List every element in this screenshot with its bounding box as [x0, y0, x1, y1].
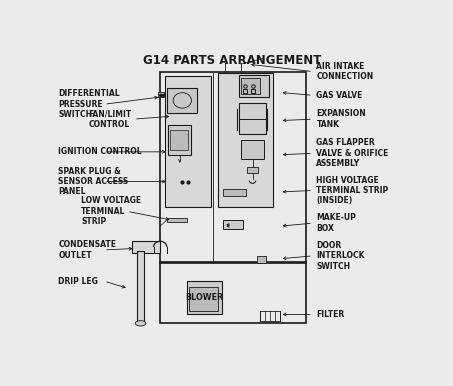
Bar: [257, 256, 265, 263]
Bar: [137, 251, 145, 323]
Bar: [167, 218, 187, 222]
Bar: [218, 73, 273, 207]
Text: HIGH VOLTAGE
TERMINAL STRIP
(INSIDE): HIGH VOLTAGE TERMINAL STRIP (INSIDE): [316, 176, 389, 205]
Text: GAS VALVE: GAS VALVE: [316, 91, 363, 100]
Bar: [239, 103, 265, 134]
Bar: [167, 88, 197, 113]
Text: FILTER: FILTER: [316, 310, 345, 319]
Text: SPARK PLUG &
SENSOR ACCESS
PANEL: SPARK PLUG & SENSOR ACCESS PANEL: [58, 167, 129, 196]
Bar: [187, 281, 222, 314]
Text: DIFFERENTIAL
PRESSURE
SWITCH: DIFFERENTIAL PRESSURE SWITCH: [58, 90, 120, 119]
Text: DOOR
INTERLOCK
SWITCH: DOOR INTERLOCK SWITCH: [316, 241, 365, 271]
Text: BLOWER: BLOWER: [185, 293, 223, 302]
Text: AIR INTAKE
CONNECTION: AIR INTAKE CONNECTION: [316, 62, 374, 81]
Text: IGNITION CONTROL: IGNITION CONTROL: [58, 147, 142, 156]
Bar: [241, 140, 264, 159]
Bar: [158, 92, 164, 97]
Bar: [223, 220, 243, 229]
Bar: [168, 125, 191, 155]
Text: G14 PARTS ARRANGEMENT: G14 PARTS ARRANGEMENT: [143, 54, 321, 67]
Bar: [189, 287, 218, 312]
Text: DRIP LEG: DRIP LEG: [58, 277, 98, 286]
Ellipse shape: [135, 321, 146, 326]
Bar: [160, 262, 306, 323]
Text: EXPANSION
TANK: EXPANSION TANK: [316, 110, 366, 129]
Bar: [165, 76, 211, 207]
Bar: [160, 71, 306, 263]
Bar: [132, 241, 160, 253]
Bar: [241, 78, 260, 94]
Text: GAS FLAPPER
VALVE & ORIFICE
ASSEMBLY: GAS FLAPPER VALVE & ORIFICE ASSEMBLY: [316, 139, 389, 168]
Bar: [170, 130, 188, 150]
Bar: [247, 167, 258, 173]
Text: CONDENSATE
OUTLET: CONDENSATE OUTLET: [58, 240, 116, 260]
Text: FAN/LIMIT
CONTROL: FAN/LIMIT CONTROL: [88, 110, 131, 129]
Bar: [239, 74, 269, 97]
Text: MAKE-UP
BOX: MAKE-UP BOX: [316, 213, 357, 233]
Text: LOW VOLTAGE
TERMINAL
STRIP: LOW VOLTAGE TERMINAL STRIP: [81, 196, 141, 226]
Bar: [223, 189, 246, 196]
